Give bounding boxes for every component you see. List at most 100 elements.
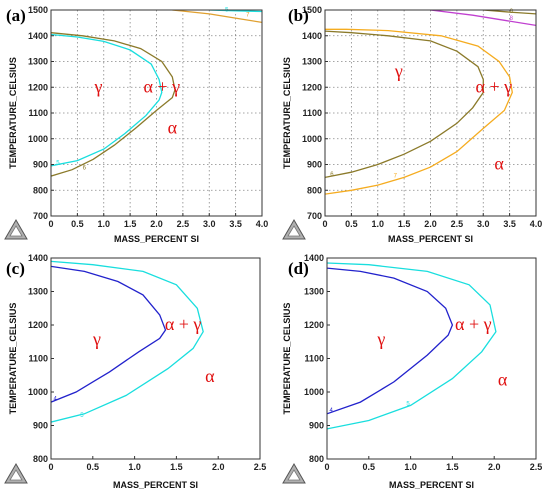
y-tick-label: 1000 (28, 387, 48, 397)
y-axis-label: TEMPERATURE_CELSIUS (8, 303, 18, 415)
y-axis-label: TEMPERATURE_CELSIUS (282, 57, 292, 169)
y-tick-label: 1200 (304, 320, 324, 330)
x-tick-label: 3.5 (229, 219, 242, 229)
y-tick-label: 800 (33, 185, 48, 195)
series-line (172, 10, 262, 24)
y-tick-label: 700 (33, 211, 48, 221)
y-tick-label: 1300 (302, 57, 322, 67)
panel-label: (c) (6, 259, 25, 278)
phase-region-label: γ (92, 329, 101, 349)
y-axis-label: TEMPERATURE_CELSIUS (282, 303, 292, 415)
plot-area (51, 258, 260, 459)
series-line (430, 10, 536, 27)
series-line (327, 267, 454, 415)
x-tick-label: 4.0 (530, 219, 543, 229)
x-tick-label: 0.5 (71, 219, 84, 229)
series-label: 8 (510, 16, 514, 22)
x-tick-label: 2.5 (451, 219, 464, 229)
y-tick-label: 1500 (28, 5, 48, 15)
x-tick-label: 2.0 (424, 219, 437, 229)
phase-region-label: γ (93, 76, 102, 96)
y-tick-label: 1400 (304, 253, 324, 263)
chart-panel-c: 4 5 0 0.5 1.0 1.5 2.0 2.5 800 900 1000 1100 1200 1300… (6, 253, 266, 490)
x-tick-label: 0.5 (363, 462, 376, 472)
x-tick-label: 3.5 (503, 219, 516, 229)
y-tick-label: 1200 (28, 82, 48, 92)
x-tick-label: 0.5 (87, 462, 100, 472)
x-tick-label: 2.5 (177, 219, 190, 229)
series-label: 5 (406, 401, 410, 407)
y-tick-label: 1000 (304, 387, 324, 397)
y-tick-label: 900 (33, 160, 48, 170)
series-line (325, 30, 484, 179)
y-tick-label: 800 (33, 454, 48, 464)
y-tick-label: 1400 (28, 253, 48, 263)
y-tick-label: 1100 (28, 354, 48, 364)
series-label: 7 (246, 12, 250, 18)
x-tick-label: 1.5 (398, 219, 411, 229)
y-tick-label: 1300 (28, 287, 48, 297)
y-tick-label: 900 (307, 160, 322, 170)
phase-region-label: α + γ (165, 314, 202, 334)
y-tick-label: 1100 (302, 108, 322, 118)
x-tick-label: 0 (322, 219, 327, 229)
panel-label: (d) (288, 259, 309, 278)
phase-region-label: α + γ (144, 76, 181, 96)
phase-region-label: α (205, 366, 215, 386)
phase-region-label: γ (376, 329, 385, 349)
x-tick-label: 0.5 (345, 219, 358, 229)
series-line (51, 33, 163, 167)
y-tick-label: 1100 (304, 354, 324, 364)
x-tick-label: 1.0 (371, 219, 384, 229)
x-axis-label: MASS_PERCENT SI (388, 234, 473, 244)
series-line (51, 32, 176, 177)
y-tick-label: 1000 (302, 134, 322, 144)
series-label: 7 (394, 173, 398, 179)
x-tick-label: 2.5 (254, 462, 267, 472)
x-tick-label: 2.0 (150, 219, 163, 229)
phase-region-label: α (494, 154, 504, 174)
series-label: 6 (83, 166, 87, 172)
x-tick-label: 4.0 (256, 219, 269, 229)
x-tick-label: 2.0 (488, 462, 501, 472)
y-tick-label: 1400 (28, 31, 48, 41)
x-axis-label: MASS_PERCENT SI (114, 234, 199, 244)
x-tick-label: 0 (324, 462, 329, 472)
logo-icon (282, 219, 306, 240)
plot-area (327, 258, 536, 459)
y-axis-label: TEMPERATURE_CELSIUS (8, 57, 18, 169)
series-label: 4 (54, 396, 58, 402)
y-tick-label: 1500 (302, 5, 322, 15)
x-tick-label: 1.5 (170, 462, 183, 472)
x-tick-label: 1.0 (404, 462, 417, 472)
x-tick-label: 1.0 (128, 462, 141, 472)
series-line (51, 265, 167, 403)
y-tick-label: 700 (307, 211, 322, 221)
y-tick-label: 1000 (28, 134, 48, 144)
phase-region-label: α + γ (476, 76, 513, 96)
logo-icon (4, 463, 28, 484)
series-line (483, 10, 536, 15)
phase-region-label: α (498, 369, 508, 389)
series-line (51, 260, 204, 423)
phase-region-label: α + γ (455, 314, 492, 334)
series-label: 6 (510, 9, 514, 15)
y-tick-label: 1400 (302, 31, 322, 41)
x-tick-label: 2.5 (530, 462, 543, 472)
x-tick-label: 0 (48, 462, 53, 472)
x-axis-label: MASS_PERCENT SI (113, 480, 198, 490)
series-label: 6 (330, 172, 334, 178)
x-tick-label: 2.0 (212, 462, 225, 472)
series-line (327, 262, 497, 430)
logo-icon (282, 463, 306, 484)
y-tick-label: 1100 (28, 108, 48, 118)
series-label: 5 (80, 413, 84, 419)
x-axis-label: MASS_PERCENT SI (389, 480, 474, 490)
x-tick-label: 1.5 (446, 462, 459, 472)
chart-panel-d: 4 5 0 0.5 1.0 1.5 2.0 2.5 800 900 1000 1100 1200 1300… (282, 253, 542, 490)
series-label: 4 (330, 408, 334, 414)
y-tick-label: 800 (307, 185, 322, 195)
